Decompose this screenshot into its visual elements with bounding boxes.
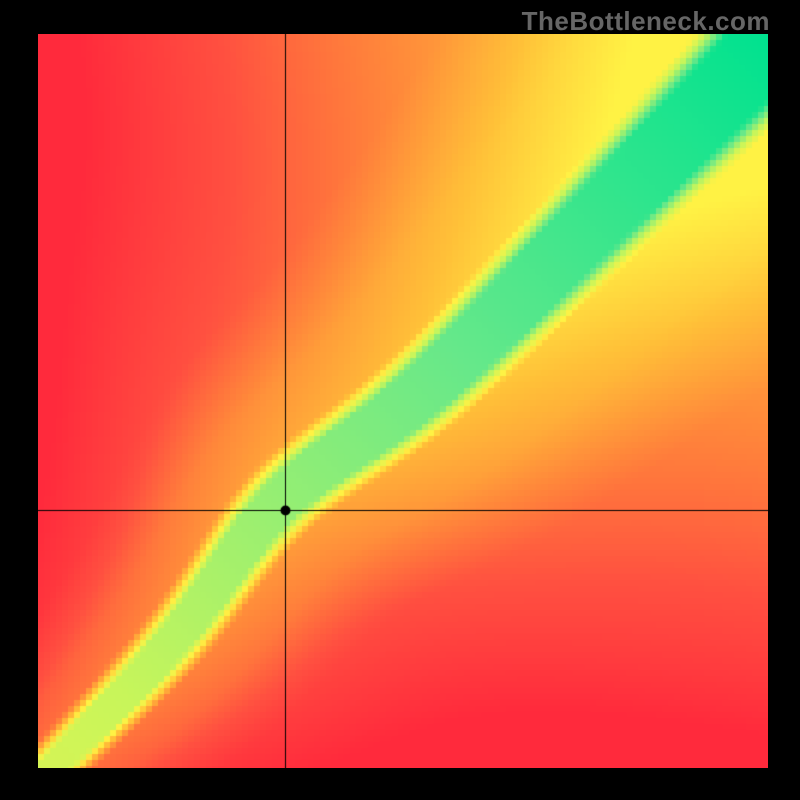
figure-container: TheBottleneck.com <box>0 0 800 800</box>
bottleneck-heatmap <box>38 34 768 768</box>
watermark-text: TheBottleneck.com <box>522 6 770 37</box>
